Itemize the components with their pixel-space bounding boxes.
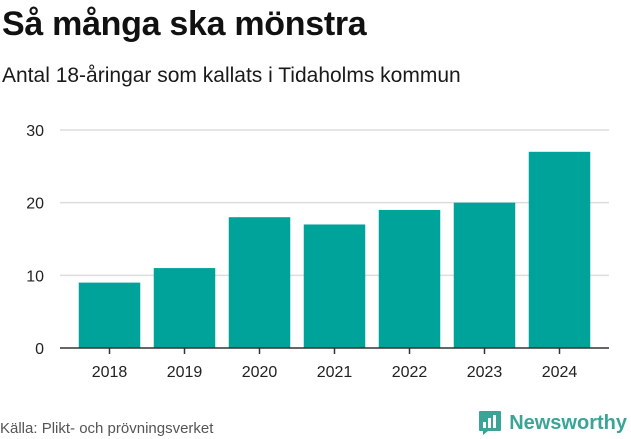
y-tick-label: 0 <box>35 341 44 358</box>
x-tick-label: 2018 <box>92 364 128 381</box>
chart-subtitle: Antal 18-åringar som kallats i Tidaholms… <box>2 64 461 87</box>
bar-2020 <box>228 217 291 348</box>
y-axis-tick-labels: 0 10 20 30 <box>26 123 44 358</box>
chart-title: Så många ska mönstra <box>2 5 367 43</box>
bar-2023 <box>453 202 516 348</box>
bar-chart: 0 10 20 30 2018 2019 2020 2021 2022 2023 2024 <box>26 123 609 381</box>
bar-2019 <box>153 268 216 348</box>
x-axis-tick-labels: 2018 2019 2020 2021 2022 2023 2024 <box>92 348 578 381</box>
bar-2018 <box>78 282 141 348</box>
brand-name: Newsworthy <box>509 412 627 434</box>
y-tick-label: 10 <box>26 268 44 285</box>
x-tick-label: 2024 <box>542 364 578 381</box>
x-tick-label: 2021 <box>317 364 353 381</box>
x-tick-label: 2020 <box>242 364 278 381</box>
y-tick-label: 20 <box>26 196 44 213</box>
newsworthy-logo: Newsworthy <box>478 407 627 439</box>
bar-chart-speech-bubble-icon <box>479 411 502 435</box>
source-note: Källa: Plikt- och prövningsverket <box>0 420 214 437</box>
y-tick-label: 30 <box>26 123 44 140</box>
x-tick-label: 2019 <box>167 364 203 381</box>
bar-2021 <box>303 224 366 348</box>
bar-2024 <box>528 151 591 348</box>
bars <box>78 151 591 348</box>
x-tick-label: 2022 <box>392 364 428 381</box>
x-tick-label: 2023 <box>467 364 503 381</box>
bar-2022 <box>378 209 441 348</box>
